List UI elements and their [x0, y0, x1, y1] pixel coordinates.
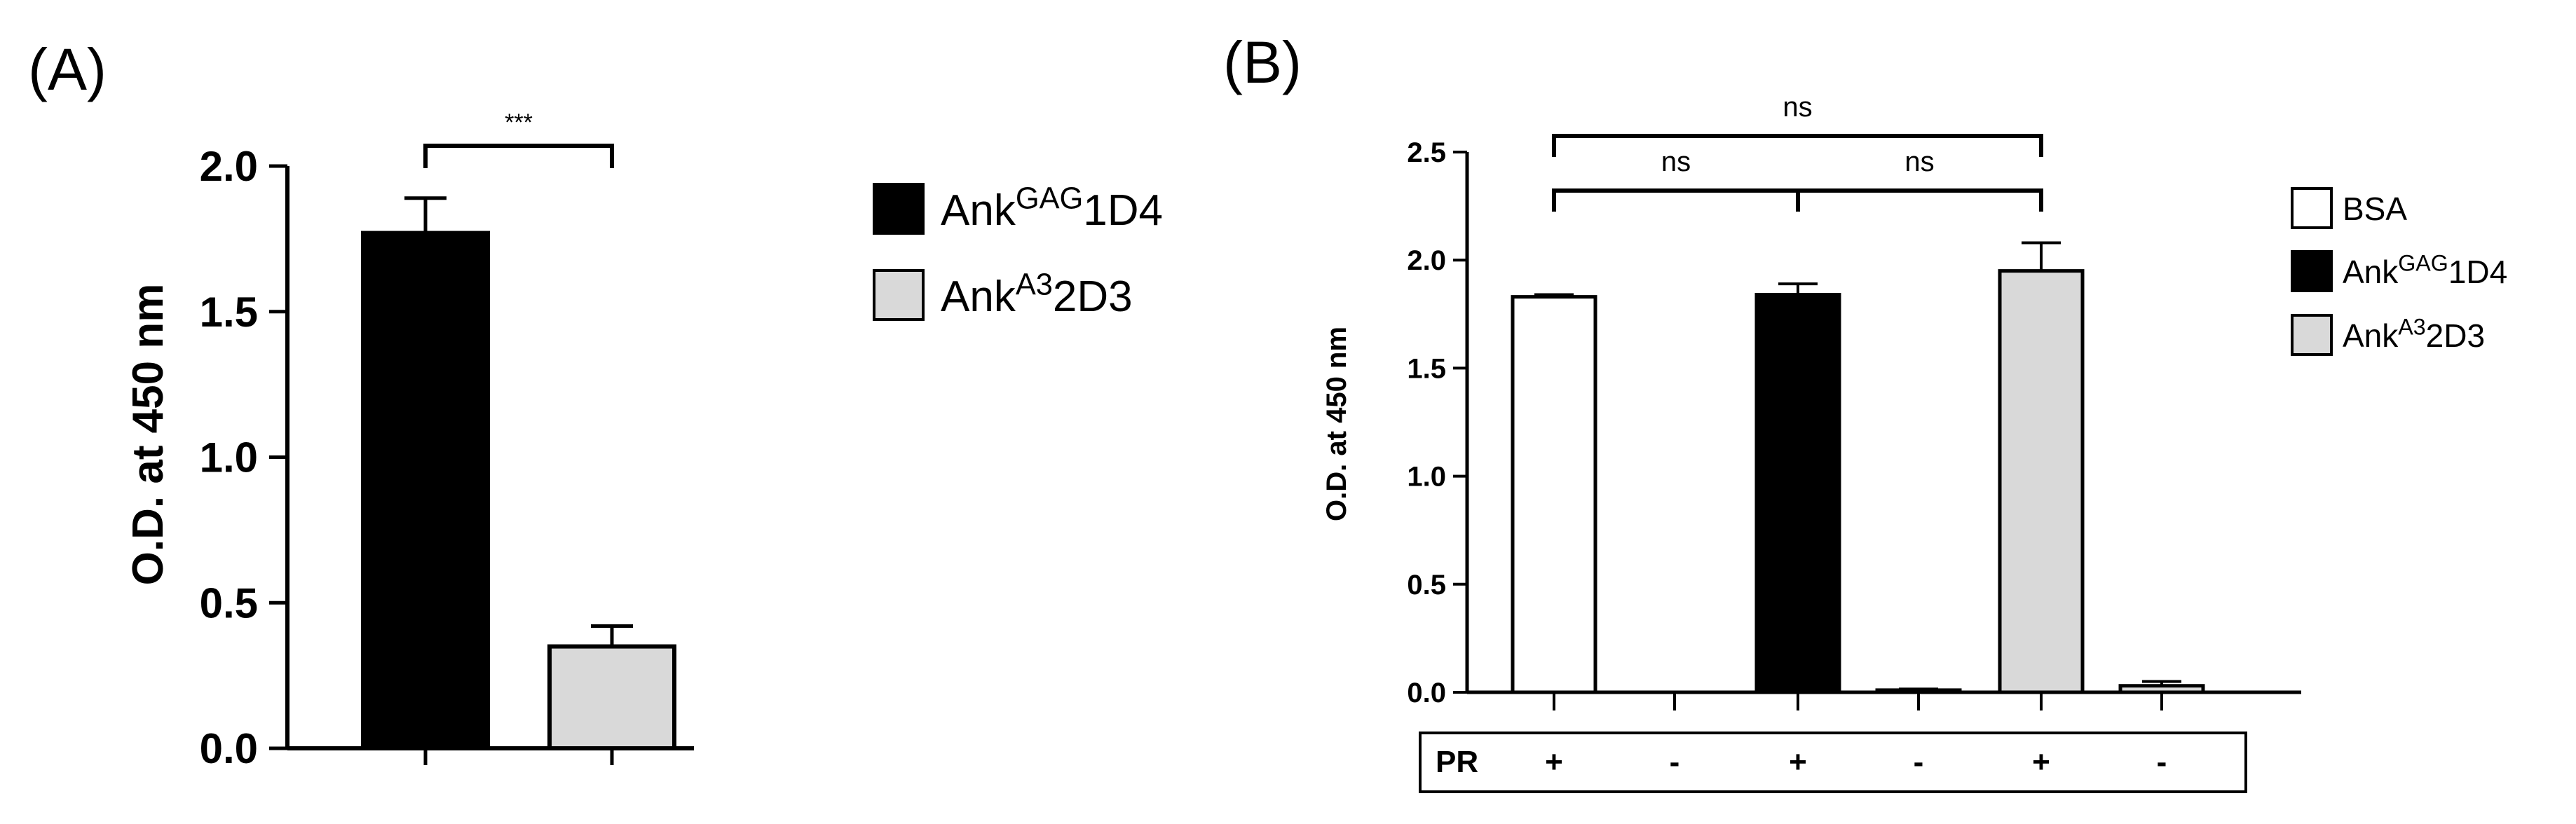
panel-b-y-axis-title: O.D. at 450 nm	[1321, 327, 1352, 521]
panel-b-label: (B)	[1223, 29, 1302, 95]
panel-b-bar	[2118, 684, 2205, 694]
panel-b-significance-label: ns	[1661, 146, 1691, 177]
panel-b-pr-value: -	[1670, 745, 1680, 779]
panel-a-y-tick-label: 2.0	[200, 143, 258, 190]
panel-b-bar	[1998, 269, 2085, 694]
panel-b-significance-bracket	[1796, 188, 2043, 212]
panel-a-legend-label-sup: GAG	[1016, 181, 1083, 215]
panel-a-legend-label-base: Ank	[941, 273, 1016, 321]
panel-a-legend-label-rest: 1D4	[1083, 186, 1163, 235]
panel-a-label: (A)	[28, 36, 107, 102]
panel-b-y-tick-label: 2.5	[1407, 137, 1446, 168]
panel-b-significance-label: ns	[1904, 146, 1934, 177]
panel-b-bar	[1875, 688, 1962, 694]
panel-a-significance-label: ***	[505, 109, 533, 136]
panel-a-y-tick-label: 0.0	[200, 725, 258, 772]
panel-b-y-tick-label: 0.5	[1407, 570, 1446, 600]
panel-a-legend-swatch	[873, 183, 925, 235]
panel-a-y-tick-label: 1.5	[200, 289, 258, 336]
panel-b-legend-label: AnkA32D3	[2343, 315, 2485, 354]
panel-b-legend-label: BSA	[2343, 191, 2407, 227]
panel-b-significance-bracket	[1552, 134, 2043, 157]
panel-b-legend-label: AnkGAG1D4	[2343, 251, 2507, 290]
panel-b-legend-swatch	[2291, 314, 2333, 356]
panel-b-y-tick-label: 1.0	[1407, 462, 1446, 493]
panel-a-y-tick-label: 0.5	[200, 579, 258, 626]
panel-b-significance-bracket	[1552, 188, 1800, 212]
panel-b-pr-value: +	[2032, 745, 2050, 779]
panel-b-legend-label-base: Ank	[2343, 254, 2399, 290]
panel-b-legend-label-rest: 1D4	[2448, 254, 2507, 290]
panel-b-bar	[1754, 293, 1841, 694]
panel-b-pr-label: PR	[1436, 745, 1478, 779]
panel-b-legend-label-sup: A3	[2398, 315, 2425, 340]
panel-b-pr-value: -	[2157, 745, 2167, 779]
panel-b-y-tick-label: 0.0	[1407, 678, 1446, 708]
panel-b-legend-label-rest: 2D3	[2426, 317, 2485, 354]
panel-b-pr-box	[1419, 732, 2247, 793]
panel-b-legend-swatch	[2291, 187, 2333, 229]
panel-a-legend-label: AnkA32D3	[941, 268, 1133, 321]
panel-a-bar	[547, 644, 676, 751]
panel-a-legend-label-sup: A3	[1016, 268, 1053, 301]
panel-a-legend-label: AnkGAG1D4	[941, 181, 1163, 235]
panel-b-legend-label-base: BSA	[2343, 191, 2407, 227]
panel-a-legend-label-rest: 2D3	[1053, 273, 1133, 321]
panel-a-y-tick-label: 1.0	[200, 434, 258, 481]
panel-b-bar	[1511, 295, 1597, 694]
panel-b-legend-label-base: Ank	[2343, 317, 2399, 354]
panel-b-significance-label: ns	[1783, 92, 1812, 123]
panel-b-legend-swatch	[2291, 250, 2333, 292]
panel-b-pr-value: +	[1545, 745, 1563, 779]
panel-b-y-tick-label: 2.0	[1407, 245, 1446, 276]
panel-b-y-tick-label: 1.5	[1407, 353, 1446, 384]
panel-a-y-axis-title: O.D. at 450 nm	[124, 284, 172, 586]
panel-b-legend-label-sup: GAG	[2398, 251, 2448, 276]
panel-b-pr-value: -	[1914, 745, 1924, 779]
panel-b-pr-value: +	[1789, 745, 1807, 779]
panel-a-legend-label-base: Ank	[941, 186, 1016, 235]
panel-a-bar	[361, 231, 490, 750]
panel-a-legend-swatch	[873, 269, 925, 321]
panel-a-significance-bracket	[423, 144, 614, 168]
